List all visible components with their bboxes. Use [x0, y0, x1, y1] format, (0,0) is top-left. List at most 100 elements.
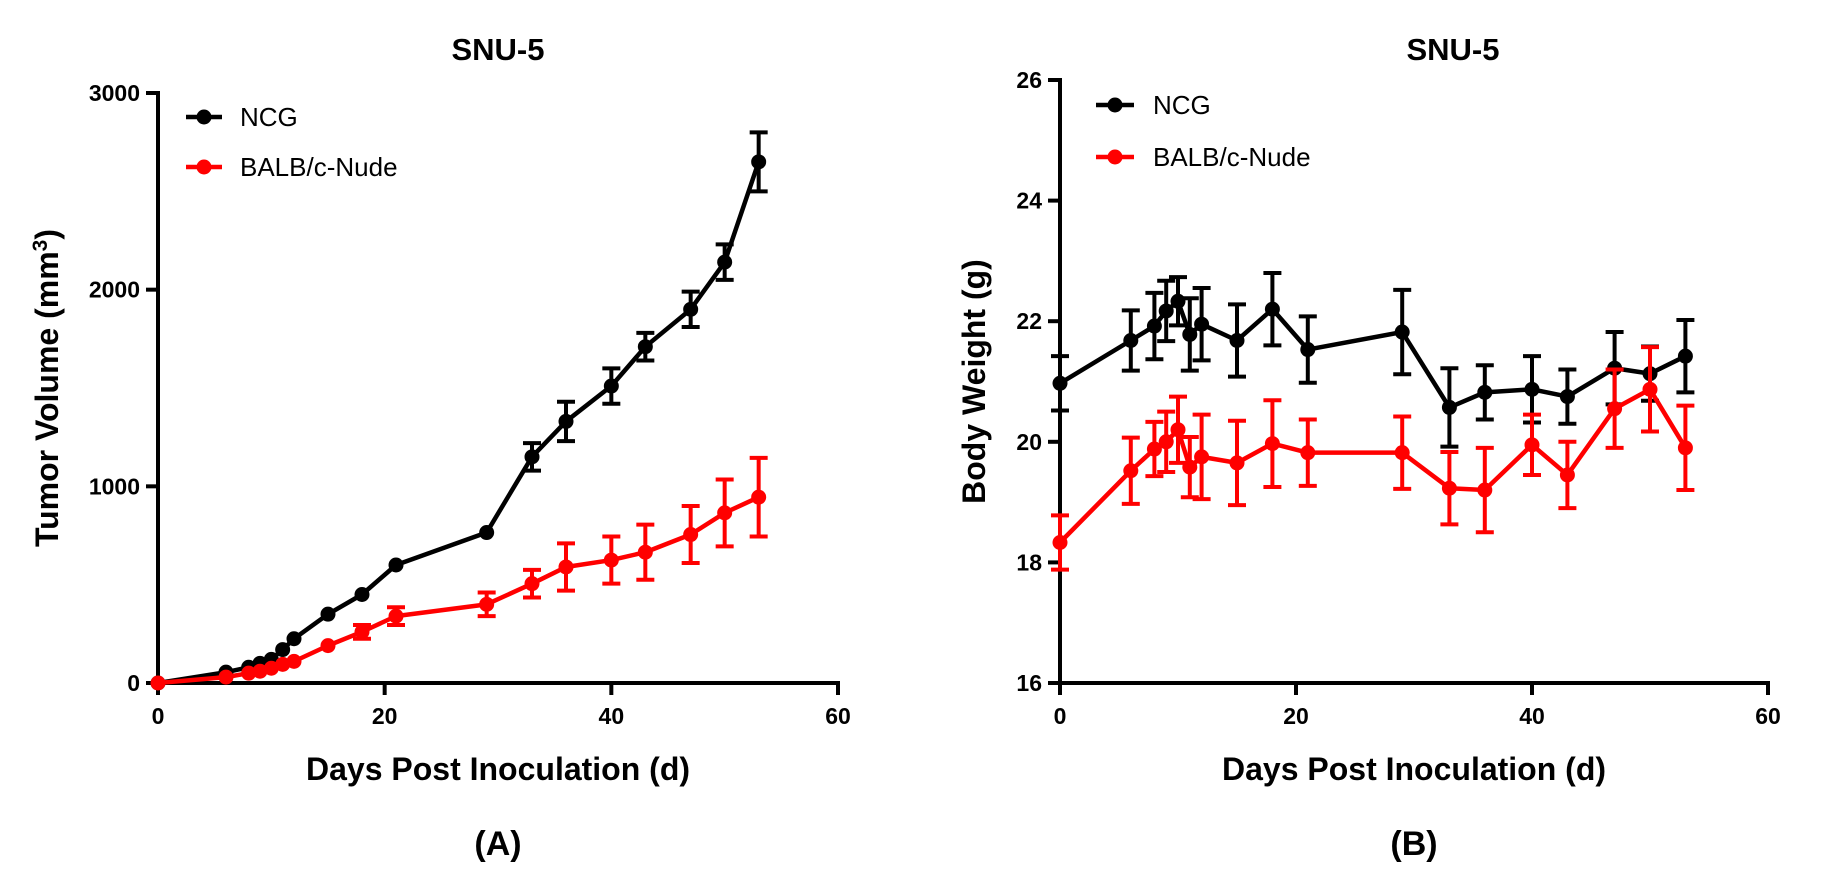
y-tick-label: 20 — [1016, 429, 1042, 455]
data-point — [603, 552, 619, 568]
y-axis-title: Tumor Volume (mm3) — [29, 229, 66, 547]
y-tick-label: 3000 — [89, 80, 140, 106]
panel-label: (B) — [1390, 825, 1437, 863]
data-point — [1194, 449, 1210, 465]
y-tick-label: 26 — [1016, 67, 1042, 93]
data-point — [637, 544, 653, 560]
x-tick-label: 40 — [599, 703, 625, 729]
data-point — [1524, 381, 1540, 397]
chart-panel-a: SNU-5 0 20 40 60 0 1000 2000 3000 Days Post Inocu… — [29, 32, 851, 863]
data-point — [150, 675, 166, 691]
y-tick-label: 22 — [1016, 308, 1042, 334]
data-point — [1229, 455, 1245, 471]
data-point — [717, 254, 733, 270]
data-point — [1170, 293, 1186, 309]
data-point — [1264, 301, 1280, 317]
data-point — [683, 301, 699, 317]
chart-panel-b: SNU-5 0 20 40 60 16 18 20 22 24 26 Days Post Inocul… — [956, 32, 1781, 863]
data-point — [1441, 399, 1457, 415]
y-axis-title-main: Tumor Volume (mm — [29, 251, 65, 547]
chart-title: SNU-5 — [1406, 32, 1499, 67]
legend-marker — [196, 109, 212, 125]
legend-label: NCG — [240, 102, 298, 132]
data-point — [218, 669, 234, 685]
data-point — [286, 653, 302, 669]
series-balb-c-nude — [1051, 345, 1695, 572]
data-point — [603, 378, 619, 394]
data-point — [1123, 463, 1139, 479]
data-point — [252, 663, 268, 679]
data-point — [1052, 375, 1068, 391]
data-point — [479, 596, 495, 612]
data-point — [1194, 316, 1210, 332]
data-point — [717, 505, 733, 521]
y-axis-title-end: ) — [29, 229, 65, 240]
series-line-ncg — [157, 161, 761, 686]
legend-entry-balb-c-nude: BALB/c-Nude — [1096, 142, 1311, 172]
data-point — [1394, 445, 1410, 461]
legend-label: BALB/c-Nude — [1153, 142, 1311, 172]
data-point — [637, 339, 653, 355]
legend-marker — [196, 159, 212, 175]
legend-marker — [1107, 149, 1123, 165]
data-point — [354, 624, 370, 640]
data-point — [558, 559, 574, 575]
x-tick-label: 0 — [1054, 703, 1067, 729]
legend-label: NCG — [1153, 90, 1211, 120]
legend-label: BALB/c-Nude — [240, 152, 398, 182]
y-tick-label: 0 — [127, 670, 140, 696]
y-tick-label: 1000 — [89, 473, 140, 499]
legend-entry-ncg: NCG — [1096, 90, 1211, 120]
data-point — [320, 606, 336, 622]
x-tick-label: 40 — [1519, 703, 1545, 729]
data-point — [751, 489, 767, 505]
data-point — [1559, 467, 1575, 483]
data-point — [1229, 332, 1245, 348]
x-axis-title: Days Post Inoculation (d) — [306, 751, 690, 787]
data-point — [1394, 324, 1410, 340]
data-point — [275, 642, 291, 658]
data-point — [524, 576, 540, 592]
data-point — [1300, 445, 1316, 461]
y-axis-title-superscript: 3 — [29, 240, 52, 252]
legend-entry-balb-c-nude: BALB/c-Nude — [186, 152, 398, 182]
legend-marker — [1107, 97, 1123, 113]
y-tick-label: 2000 — [89, 277, 140, 303]
y-axis-title: Body Weight (g) — [956, 259, 992, 504]
panel-label: (A) — [474, 825, 521, 863]
data-point — [241, 665, 257, 681]
data-point — [1264, 436, 1280, 452]
data-point — [479, 525, 495, 541]
data-point — [1158, 434, 1174, 450]
series-balb-c-nude — [150, 455, 768, 691]
data-point — [1146, 318, 1162, 334]
data-point — [1170, 422, 1186, 438]
data-point — [388, 557, 404, 573]
data-point — [1182, 459, 1198, 475]
x-tick-label: 60 — [825, 703, 851, 729]
data-point — [1477, 482, 1493, 498]
data-point — [751, 154, 767, 170]
x-axis-title: Days Post Inoculation (d) — [1222, 751, 1606, 787]
data-point — [286, 631, 302, 647]
data-point — [1300, 342, 1316, 358]
data-point — [683, 527, 699, 543]
series-line-balb-c-nude — [157, 495, 760, 686]
x-tick-label: 20 — [1283, 703, 1309, 729]
data-point — [524, 449, 540, 465]
data-point — [1182, 326, 1198, 342]
chart-title: SNU-5 — [451, 32, 544, 67]
data-point — [1524, 437, 1540, 453]
data-point — [1052, 535, 1068, 551]
x-tick-label: 20 — [372, 703, 398, 729]
y-tick-label: 24 — [1016, 188, 1042, 214]
data-point — [1158, 303, 1174, 319]
data-point — [1677, 440, 1693, 456]
data-point — [1559, 389, 1575, 405]
data-point — [388, 608, 404, 624]
legend-entry-ncg: NCG — [186, 102, 298, 132]
data-point — [1677, 348, 1693, 364]
data-point — [1642, 381, 1658, 397]
data-point — [354, 587, 370, 602]
